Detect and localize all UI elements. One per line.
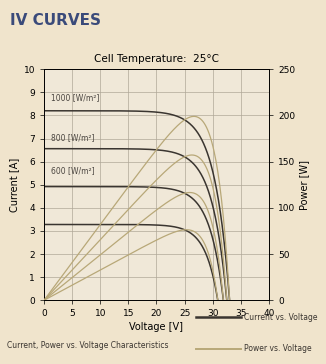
Title: Cell Temperature:  25°C: Cell Temperature: 25°C (94, 54, 219, 64)
Text: 800 [W/m²]: 800 [W/m²] (51, 133, 94, 142)
Text: 1000 [W/m²]: 1000 [W/m²] (51, 94, 99, 103)
X-axis label: Voltage [V]: Voltage [V] (129, 323, 184, 332)
Text: IV CURVES: IV CURVES (10, 12, 101, 28)
Text: 600 [W/m²]: 600 [W/m²] (51, 166, 95, 175)
Y-axis label: Power [W]: Power [W] (299, 160, 309, 210)
Text: Current, Power vs. Voltage Characteristics: Current, Power vs. Voltage Characteristi… (7, 341, 168, 351)
Y-axis label: Current [A]: Current [A] (9, 158, 19, 212)
Text: Current vs. Voltage: Current vs. Voltage (244, 313, 318, 322)
Text: Power vs. Voltage: Power vs. Voltage (244, 344, 312, 353)
